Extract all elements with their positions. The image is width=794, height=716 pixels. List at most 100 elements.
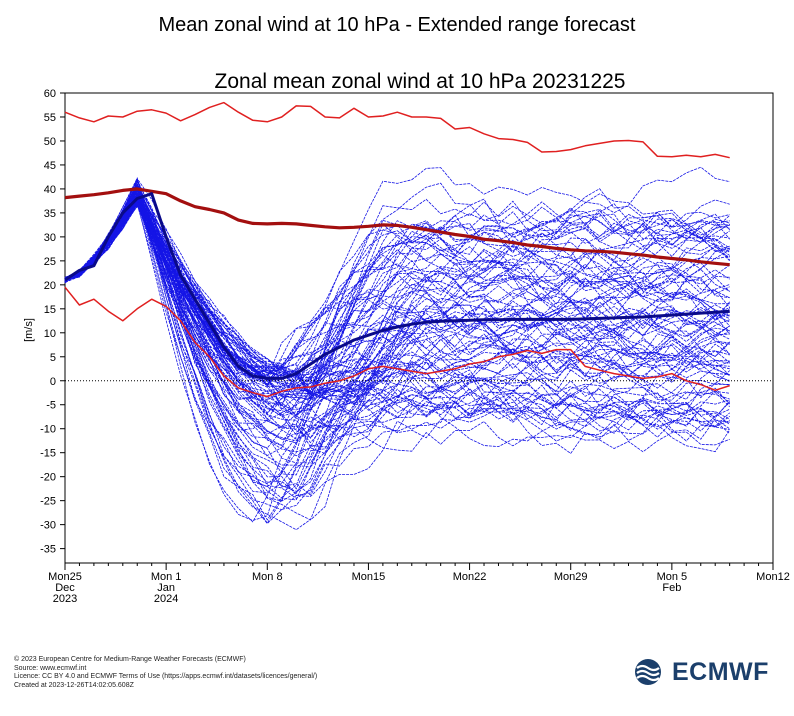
ensemble-member-line (64, 196, 730, 431)
x-tick-label: Mon12 (756, 571, 790, 583)
ensemble-member-line (64, 182, 731, 453)
footer-line: Created at 2023-12-26T14:02:05.608Z (14, 681, 134, 689)
x-tick-label: Mon25 (48, 571, 82, 583)
ensemble-member-line (64, 183, 730, 381)
y-tick-label: 0 (50, 376, 56, 388)
ensemble-member-line (64, 179, 730, 414)
ensemble-member-line (64, 184, 730, 456)
x-tick-label: Mon15 (352, 571, 386, 583)
ensemble-member-line (64, 191, 731, 381)
ensemble-member-line (64, 203, 731, 524)
y-tick-label: -5 (46, 400, 56, 412)
footer-line: © 2023 European Centre for Medium-Range … (14, 656, 246, 663)
y-tick-label: 60 (44, 88, 56, 100)
y-tick-label: 40 (44, 184, 56, 196)
ensemble-member-line (64, 193, 730, 406)
ensemble-member-line (64, 193, 730, 442)
ensemble-member-line (64, 179, 730, 431)
y-tick-label: -15 (40, 448, 56, 460)
ensemble-member-line (64, 205, 730, 440)
y-tick-label: -35 (40, 544, 56, 556)
ensemble-member-line (64, 189, 730, 455)
y-tick-label: 10 (44, 328, 56, 340)
x-tick-label: Mon 8 (252, 571, 283, 583)
ensemble-member-line (64, 183, 730, 416)
chart-title: Zonal mean zonal wind at 10 hPa 20231225 (215, 70, 626, 93)
ensemble-member-line (64, 199, 731, 439)
y-tick-label: 45 (44, 160, 56, 172)
footer-line: Licence: CC BY 4.0 and ECMWF Terms of Us… (14, 673, 318, 681)
ensemble-member-line (64, 183, 730, 435)
footer-line: Source: www.ecmwf.int (14, 664, 87, 672)
x-tick-label: Jan (157, 582, 175, 594)
ensemble-member-line (64, 193, 730, 387)
y-tick-label: 20 (44, 280, 56, 292)
x-tick-label: Mon22 (453, 571, 487, 583)
climatology-max-line (64, 101, 730, 159)
ensemble-member-line (64, 184, 730, 521)
x-tick-label: Mon29 (554, 571, 588, 583)
ensemble-member-line (64, 179, 730, 407)
ensemble-member-line (64, 177, 730, 446)
ensemble-member-line (64, 185, 730, 502)
ensemble-member-line (64, 183, 730, 401)
ensemble-member-line (64, 198, 730, 476)
ensemble-member-line (64, 201, 730, 523)
ensemble-member-line (64, 192, 730, 444)
ecmwf-logo-icon (635, 659, 661, 685)
y-axis: 605550454035302520151050-5-10-15-20-25-3… (40, 88, 65, 556)
ensemble-member-line (64, 203, 730, 444)
ensemble-member-line (64, 193, 730, 511)
ensemble-member-line (64, 199, 730, 385)
ensemble-member-line (64, 202, 730, 380)
ensemble-mean-line (64, 192, 730, 380)
climatology-mean-line (64, 187, 730, 267)
ensemble-member-line (64, 189, 730, 495)
ensemble-member-line (64, 189, 730, 436)
x-tick-label: Dec (55, 582, 75, 594)
climatology-min-line (64, 286, 730, 398)
y-tick-label: 25 (44, 256, 56, 268)
ensemble-member-line (64, 194, 730, 387)
ensemble-member-line (64, 184, 730, 438)
x-tick-label: Feb (662, 582, 681, 594)
ensemble-member-line (64, 195, 730, 396)
y-tick-label: -20 (40, 472, 56, 484)
ensemble-member-line (64, 201, 730, 407)
ensemble-member-line (64, 186, 730, 418)
ensemble-member-line (64, 177, 730, 395)
summary-lines (64, 101, 773, 398)
ecmwf-logo[interactable]: ECMWF (634, 656, 786, 688)
y-tick-label: -30 (40, 520, 56, 532)
x-tick-label: Mon 1 (151, 571, 182, 583)
y-tick-label: -10 (40, 424, 56, 436)
ensemble-member-line (64, 189, 730, 521)
ensemble-member-line (64, 188, 730, 457)
footer-credits: © 2023 European Centre for Medium-Range … (14, 656, 317, 690)
ensemble-member-line (64, 186, 730, 377)
y-tick-label: 15 (44, 304, 56, 316)
x-tick-label: 2023 (53, 593, 77, 605)
ensemble-member-line (64, 194, 730, 379)
y-tick-label: -25 (40, 496, 56, 508)
y-tick-label: 35 (44, 208, 56, 220)
ensemble-member-line (64, 182, 730, 426)
y-axis-label: [m/s] (23, 318, 35, 342)
ensemble-member-line (64, 202, 730, 430)
ensemble-member-line (64, 192, 730, 531)
ecmwf-logo-text: ECMWF (672, 657, 769, 686)
ensemble-member-line (64, 196, 730, 376)
ensemble-member-line (64, 184, 730, 394)
ensemble-member-line (64, 198, 730, 449)
y-tick-label: 5 (50, 352, 56, 364)
x-tick-label: 2024 (154, 593, 178, 605)
ensemble-member-line (64, 202, 730, 395)
ensemble-member-line (64, 184, 730, 438)
x-tick-label: Mon 5 (657, 571, 688, 583)
y-tick-label: 30 (44, 232, 56, 244)
y-tick-label: 55 (44, 112, 56, 124)
ensemble-member-line (64, 192, 731, 501)
ensemble-member-line (64, 204, 730, 410)
